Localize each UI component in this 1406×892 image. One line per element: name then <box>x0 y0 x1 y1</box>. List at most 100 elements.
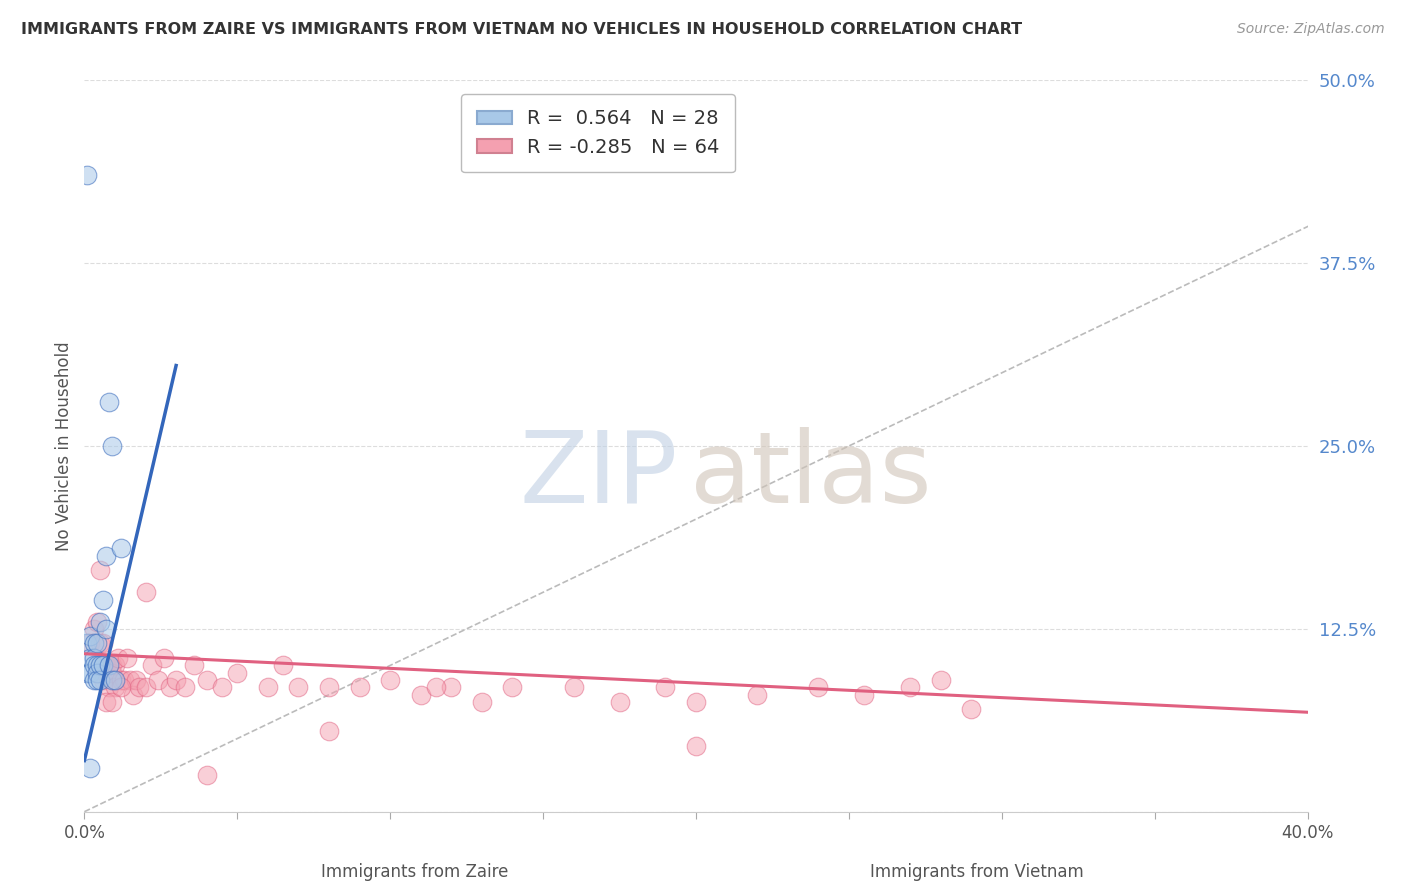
Point <box>91 673 114 687</box>
Point <box>960 702 983 716</box>
Point <box>76 665 98 680</box>
Point <box>83 658 105 673</box>
Text: IMMIGRANTS FROM ZAIRE VS IMMIGRANTS FROM VIETNAM NO VEHICLES IN HOUSEHOLD CORREL: IMMIGRANTS FROM ZAIRE VS IMMIGRANTS FROM… <box>21 22 1022 37</box>
Point <box>89 673 111 687</box>
Point <box>83 651 105 665</box>
Point <box>440 681 463 695</box>
Point <box>97 681 120 695</box>
Point <box>104 658 127 673</box>
Point <box>135 585 157 599</box>
Point <box>101 665 124 680</box>
Point <box>110 673 132 687</box>
Point <box>654 681 676 695</box>
Point <box>101 439 124 453</box>
Point <box>89 658 111 673</box>
Point <box>83 673 105 687</box>
Point <box>153 651 176 665</box>
Point <box>502 681 524 695</box>
Point <box>120 673 142 687</box>
Point <box>107 651 129 665</box>
Point <box>89 615 111 629</box>
Point <box>409 688 432 702</box>
Point <box>76 636 98 650</box>
Point <box>174 681 197 695</box>
Point <box>83 622 105 636</box>
Point <box>195 673 218 687</box>
Point <box>89 636 111 650</box>
Point <box>83 636 105 650</box>
Text: Source: ZipAtlas.com: Source: ZipAtlas.com <box>1237 22 1385 37</box>
Point <box>183 658 205 673</box>
Point <box>159 681 181 695</box>
Point <box>79 629 101 643</box>
Point <box>101 695 124 709</box>
Point <box>685 695 707 709</box>
Text: atlas: atlas <box>690 426 932 524</box>
Point <box>94 695 117 709</box>
Point <box>110 541 132 556</box>
Point <box>929 673 952 687</box>
Point <box>76 169 98 183</box>
Point <box>807 681 830 695</box>
Point <box>141 658 163 673</box>
Point <box>609 695 631 709</box>
Point <box>211 681 233 695</box>
Point <box>380 673 402 687</box>
Point <box>97 658 120 673</box>
Point <box>97 395 120 409</box>
Point <box>562 681 585 695</box>
Point <box>94 622 117 636</box>
Point <box>471 695 494 709</box>
Point <box>135 681 157 695</box>
Point <box>86 665 108 680</box>
Text: Immigrants from Vietnam: Immigrants from Vietnam <box>870 863 1084 881</box>
Point <box>91 592 114 607</box>
Point <box>115 651 138 665</box>
Point <box>747 688 769 702</box>
Text: ZIP: ZIP <box>519 426 678 524</box>
Point <box>86 615 108 629</box>
Point <box>853 688 876 702</box>
Point <box>318 724 340 739</box>
Point <box>425 681 447 695</box>
Point <box>91 658 114 673</box>
Point <box>257 681 280 695</box>
Point <box>271 658 294 673</box>
Text: Immigrants from Zaire: Immigrants from Zaire <box>321 863 509 881</box>
Point <box>104 673 127 687</box>
Point <box>226 665 249 680</box>
Point <box>101 658 124 673</box>
Point <box>89 658 111 673</box>
Point <box>89 563 111 577</box>
Point <box>79 651 101 665</box>
Point <box>97 658 120 673</box>
Legend: R =  0.564   N = 28, R = -0.285   N = 64: R = 0.564 N = 28, R = -0.285 N = 64 <box>461 94 735 172</box>
Point <box>112 673 135 687</box>
Point <box>79 636 101 650</box>
Point <box>318 681 340 695</box>
Point <box>110 681 132 695</box>
Point <box>79 761 101 775</box>
Point <box>91 636 114 650</box>
Point <box>349 681 371 695</box>
Y-axis label: No Vehicles in Household: No Vehicles in Household <box>55 341 73 551</box>
Point <box>86 658 108 673</box>
Point <box>287 681 309 695</box>
Point <box>79 665 101 680</box>
Point <box>104 681 127 695</box>
Point <box>86 636 108 650</box>
Point <box>101 673 124 687</box>
Point <box>94 665 117 680</box>
Point <box>122 688 145 702</box>
Point <box>898 681 921 695</box>
Point <box>685 739 707 753</box>
Point <box>125 673 148 687</box>
Point <box>94 658 117 673</box>
Point <box>195 768 218 782</box>
Point <box>165 673 187 687</box>
Point <box>128 681 150 695</box>
Point <box>146 673 169 687</box>
Point <box>86 665 108 680</box>
Point <box>86 673 108 687</box>
Point <box>94 549 117 563</box>
